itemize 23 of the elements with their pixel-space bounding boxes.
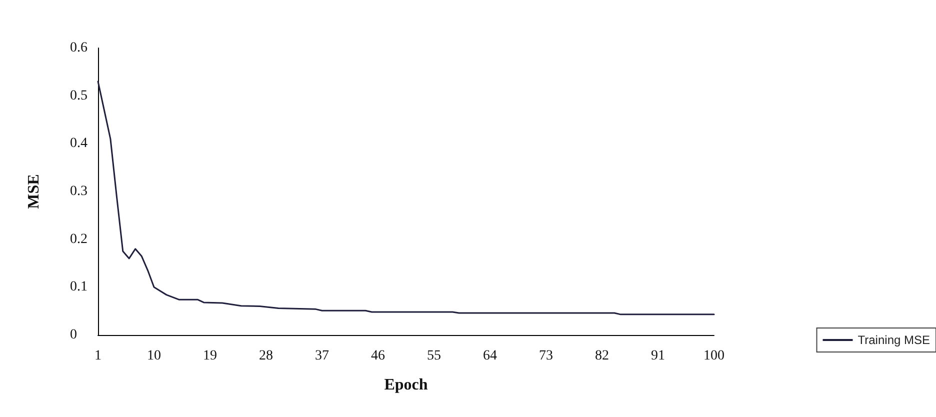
x-tick-label: 10 bbox=[147, 348, 161, 364]
x-tick-label: 82 bbox=[595, 348, 609, 364]
x-tick-label: 19 bbox=[203, 348, 217, 364]
y-axis-title: MSE bbox=[26, 174, 42, 209]
y-tick-label: 0.4 bbox=[70, 136, 88, 152]
x-tick-label: 55 bbox=[427, 348, 441, 364]
y-tick-label: 0.2 bbox=[70, 232, 88, 247]
legend-label: Training MSE bbox=[858, 333, 930, 347]
x-tick-label: 100 bbox=[704, 348, 724, 364]
x-tick-label: 46 bbox=[371, 348, 385, 364]
x-axis-title: Epoch bbox=[384, 376, 428, 394]
x-tick-label: 28 bbox=[259, 348, 273, 364]
x-tick-label: 91 bbox=[651, 348, 665, 364]
y-tick-label: 0.6 bbox=[70, 40, 88, 56]
x-tick-label: 64 bbox=[483, 348, 497, 364]
x-tick-label: 37 bbox=[315, 348, 329, 364]
x-tick-label: 73 bbox=[539, 348, 553, 364]
y-tick-label: 0.3 bbox=[70, 184, 88, 199]
y-tick-label: 0.1 bbox=[70, 280, 88, 295]
line-series bbox=[97, 80, 715, 316]
x-tick-label: 1 bbox=[94, 348, 102, 364]
y-tick-label: 0.5 bbox=[70, 88, 88, 104]
y-tick-label: 0 bbox=[70, 328, 77, 342]
